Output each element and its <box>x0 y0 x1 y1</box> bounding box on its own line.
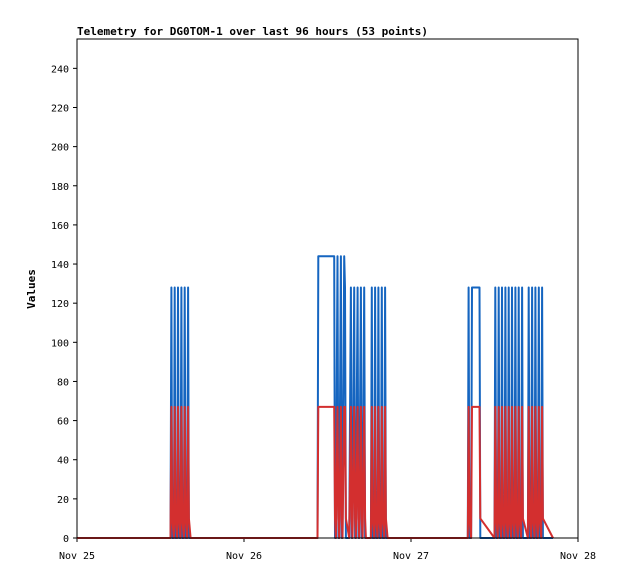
x-tick-label: Nov 27 <box>393 551 429 562</box>
y-axis: 0 20 40 60 80 100 120 140 160 180 200 220 240 <box>51 64 77 545</box>
x-axis: Nov 25 Nov 26 Nov 27 Nov 28 <box>59 538 596 562</box>
series-line-2 <box>77 405 554 539</box>
series-line-1 <box>77 255 553 539</box>
chart-title: Telemetry for DG0TOM-1 over last 96 hour… <box>77 25 428 38</box>
plot-border <box>76 38 579 539</box>
y-tick-label: 200 <box>51 143 69 154</box>
series-layer <box>77 255 554 539</box>
y-tick-label: 220 <box>51 103 69 114</box>
y-tick-label: 140 <box>51 260 69 271</box>
y-tick-label: 180 <box>51 182 69 193</box>
y-tick-label: 80 <box>57 377 69 388</box>
y-axis-label: Values <box>25 269 38 309</box>
y-tick-label: 100 <box>51 338 69 349</box>
x-tick-label: Nov 28 <box>560 551 596 562</box>
y-tick-label: 120 <box>51 299 69 310</box>
y-tick-label: 60 <box>57 417 69 428</box>
y-tick-label: 240 <box>51 64 69 75</box>
x-tick-label: Nov 25 <box>59 551 95 562</box>
y-tick-label: 40 <box>57 456 69 467</box>
x-tick-label: Nov 26 <box>226 551 262 562</box>
y-tick-label: 20 <box>57 495 69 506</box>
y-tick-label: 160 <box>51 221 69 232</box>
plot-frame <box>76 38 579 539</box>
y-tick-label: 0 <box>63 534 69 545</box>
